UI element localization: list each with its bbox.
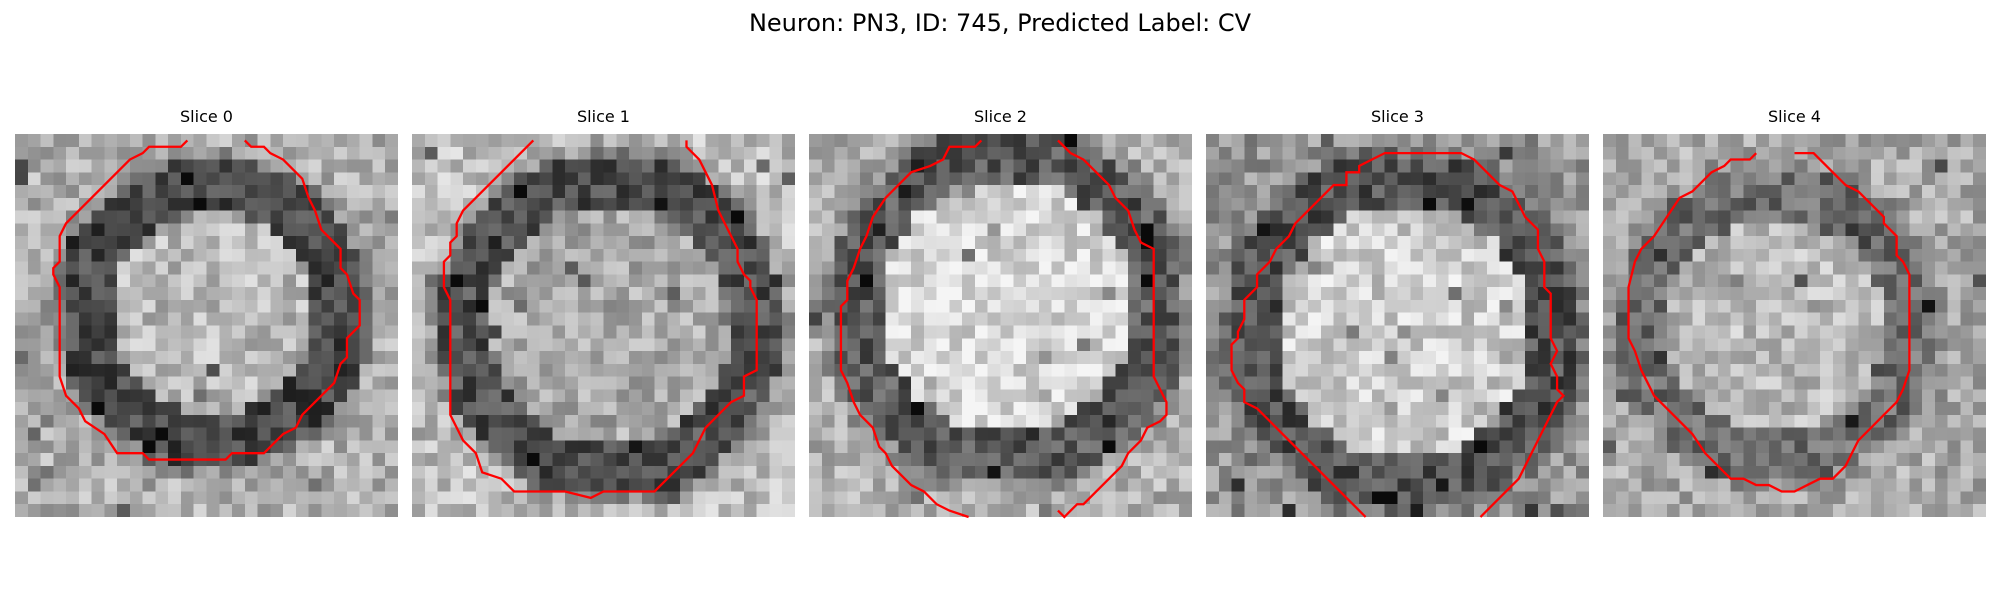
- slice-image-3: [1206, 134, 1589, 517]
- slice-contour-3: [1230, 152, 1566, 518]
- slice-contour-0: [52, 139, 361, 461]
- slice-image-0: [15, 134, 398, 517]
- slice-contour-1: [442, 139, 758, 500]
- slice-panels: Slice 0 Slice 1 Slice 2 Slice 3 Slice 4: [15, 106, 1986, 519]
- slice-image-4: [1603, 134, 1986, 517]
- slice-title-2: Slice 2: [974, 107, 1027, 126]
- slice-panel-3: Slice 3: [1206, 106, 1589, 518]
- slice-title-0: Slice 0: [180, 107, 233, 126]
- slice-panel-1: Slice 1: [412, 106, 795, 518]
- slice-panel-0: Slice 0: [15, 106, 398, 518]
- slice-title-3: Slice 3: [1371, 107, 1424, 126]
- figure-title: Neuron: PN3, ID: 745, Predicted Label: C…: [748, 9, 1252, 37]
- slice-title-4: Slice 4: [1768, 107, 1821, 126]
- slice-contour-4: [1627, 152, 1911, 493]
- slice-panel-2: Slice 2: [809, 106, 1192, 519]
- slice-title-1: Slice 1: [577, 107, 630, 126]
- slice-panel-4: Slice 4: [1603, 106, 1986, 518]
- slice-contour-2: [839, 139, 1168, 519]
